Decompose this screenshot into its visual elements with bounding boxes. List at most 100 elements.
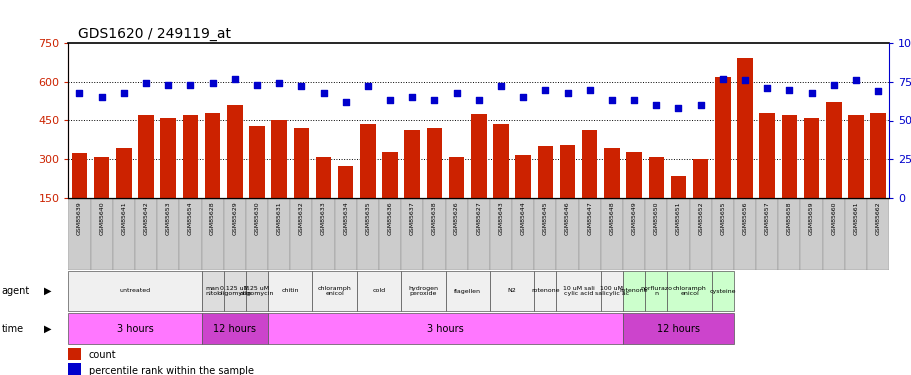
Bar <box>382 152 397 237</box>
Text: 1.25 uM
oligomycin: 1.25 uM oligomycin <box>240 286 274 296</box>
Text: 3 hours: 3 hours <box>117 324 153 333</box>
Bar <box>157 198 179 270</box>
Point <box>205 80 220 86</box>
Point <box>604 98 619 104</box>
Text: 10 uM sali
cylic acid: 10 uM sali cylic acid <box>562 286 594 296</box>
Text: GSM85654: GSM85654 <box>188 202 193 235</box>
Text: GSM85639: GSM85639 <box>77 202 82 236</box>
Text: GSM85651: GSM85651 <box>675 202 681 235</box>
Point <box>692 102 707 108</box>
Bar <box>116 148 131 237</box>
Text: GSM85660: GSM85660 <box>830 202 835 235</box>
Bar <box>160 118 176 237</box>
Bar <box>733 198 755 270</box>
Bar <box>644 271 667 311</box>
Text: GSM85626: GSM85626 <box>454 202 458 235</box>
Bar <box>736 58 752 237</box>
Point <box>493 83 507 89</box>
Text: GSM85633: GSM85633 <box>321 202 325 236</box>
Bar <box>711 271 733 311</box>
Bar <box>692 159 708 237</box>
Text: GSM85661: GSM85661 <box>853 202 857 235</box>
Text: GSM85630: GSM85630 <box>254 202 259 235</box>
Bar <box>293 128 309 237</box>
Bar <box>223 198 246 270</box>
Text: rotenone: rotenone <box>530 288 559 294</box>
Point <box>582 87 597 93</box>
Text: time: time <box>2 324 24 333</box>
Point <box>782 87 796 93</box>
Text: count: count <box>89 351 117 360</box>
Bar <box>777 198 800 270</box>
Bar <box>334 198 356 270</box>
Bar <box>68 271 201 311</box>
Text: GSM85657: GSM85657 <box>763 202 769 235</box>
Text: GSM85627: GSM85627 <box>476 202 481 236</box>
Bar <box>268 271 312 311</box>
Point <box>804 90 818 96</box>
Bar <box>223 271 246 311</box>
Bar <box>113 198 135 270</box>
Point <box>160 82 175 88</box>
Bar <box>68 198 90 270</box>
Bar <box>493 124 508 237</box>
Text: ▶: ▶ <box>44 286 51 296</box>
Bar <box>179 198 201 270</box>
Bar <box>755 198 777 270</box>
Bar <box>711 198 733 270</box>
Bar <box>714 76 730 237</box>
Point <box>360 83 374 89</box>
Bar <box>68 313 201 344</box>
Text: flagellen: flagellen <box>454 288 481 294</box>
Bar <box>90 198 113 270</box>
Text: agent: agent <box>2 286 30 296</box>
Text: GSM85636: GSM85636 <box>387 202 392 235</box>
Text: GSM85646: GSM85646 <box>565 202 569 235</box>
Point <box>559 90 574 96</box>
Text: cold: cold <box>372 288 385 294</box>
Text: GSM85643: GSM85643 <box>498 202 503 236</box>
Text: GSM85632: GSM85632 <box>299 202 303 236</box>
Text: untreated: untreated <box>119 288 150 294</box>
Bar <box>667 271 711 311</box>
Bar <box>689 198 711 270</box>
Point <box>338 99 353 105</box>
Point <box>737 77 752 83</box>
Bar <box>338 166 353 237</box>
Text: GSM85655: GSM85655 <box>720 202 724 235</box>
Bar <box>600 271 622 311</box>
Bar <box>72 153 87 237</box>
Text: GSM85629: GSM85629 <box>232 202 237 236</box>
Bar <box>246 198 268 270</box>
Text: 0.125 uM
oligomycin: 0.125 uM oligomycin <box>218 286 251 296</box>
Text: chloramph
enicol: chloramph enicol <box>317 286 351 296</box>
Bar <box>448 157 464 237</box>
Text: GSM85640: GSM85640 <box>99 202 104 235</box>
Bar <box>626 152 641 237</box>
Text: GSM85658: GSM85658 <box>786 202 791 235</box>
Point <box>138 80 153 86</box>
Bar <box>825 102 841 237</box>
Bar <box>356 198 379 270</box>
Bar <box>379 198 401 270</box>
Bar <box>844 198 866 270</box>
Text: GSM85631: GSM85631 <box>276 202 281 235</box>
Text: 12 hours: 12 hours <box>656 324 699 333</box>
Point <box>227 76 241 82</box>
Text: GSM85645: GSM85645 <box>542 202 548 235</box>
Text: GSM85652: GSM85652 <box>698 202 702 235</box>
Text: percentile rank within the sample: percentile rank within the sample <box>89 366 253 375</box>
Text: chitin: chitin <box>281 288 299 294</box>
Bar <box>866 198 888 270</box>
Bar <box>68 363 80 375</box>
Bar <box>537 146 552 237</box>
Bar <box>803 118 818 237</box>
Bar <box>622 198 644 270</box>
Bar <box>227 105 242 237</box>
Text: GSM85659: GSM85659 <box>808 202 814 235</box>
Bar <box>312 198 334 270</box>
Text: cysteine: cysteine <box>709 288 735 294</box>
Point <box>404 94 419 100</box>
Bar <box>445 271 489 311</box>
Bar <box>249 126 264 237</box>
